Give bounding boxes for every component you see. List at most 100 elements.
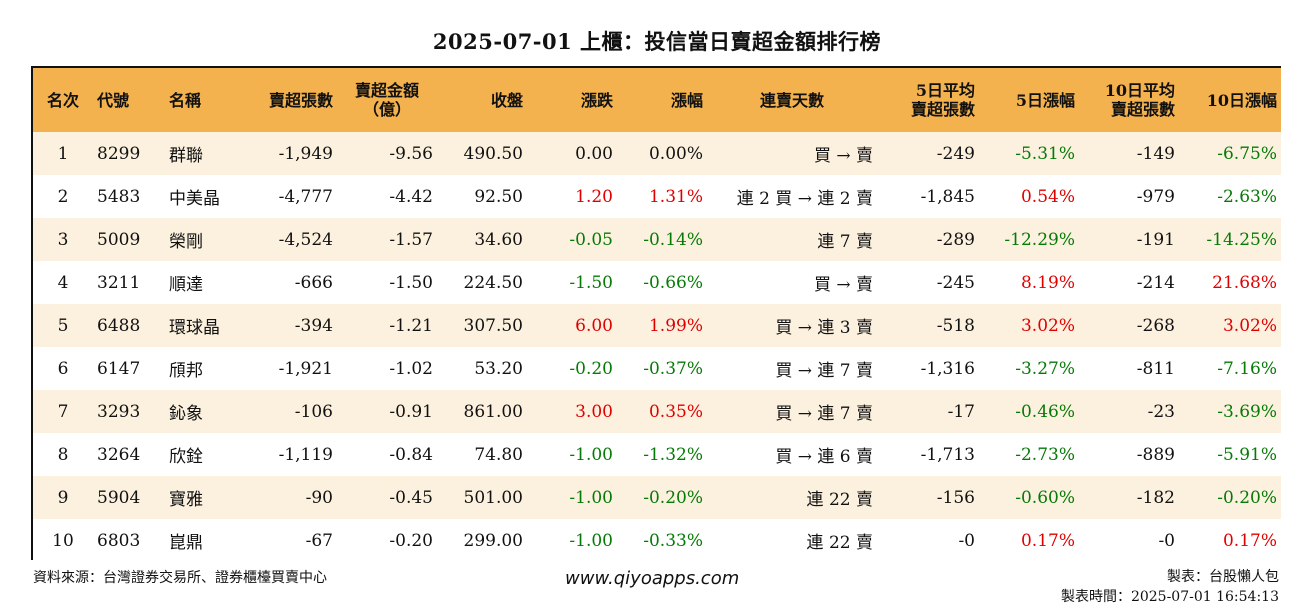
cell-close: 307.50 — [463, 315, 523, 336]
cell-close: 224.50 — [463, 272, 523, 293]
cell-change-pct: -0.14% — [643, 229, 703, 250]
cell-change: -0.05 — [569, 229, 613, 250]
table-row: 7 3293 鈊象 -106 -0.91 861.00 3.00 0.35% 買… — [33, 390, 1281, 433]
table-row: 9 5904 寶雅 -90 -0.45 501.00 -1.00 -0.20% … — [33, 476, 1281, 519]
col-oversell-amount: 賣超金額 （億） — [337, 68, 437, 132]
cell-code: 8299 — [97, 143, 141, 164]
cell-pct5: -5.31% — [1015, 143, 1075, 164]
cell-rank: 2 — [57, 186, 69, 207]
cell-pct5: 0.54% — [1020, 186, 1075, 207]
cell-avg10: -149 — [1136, 143, 1175, 164]
header-row: 名次 代號 名稱 賣超張數 賣超金額 （億） 收盤 漲跌 漲幅 連賣天數 5日平均… — [33, 68, 1281, 132]
cell-pct10: -5.91% — [1217, 444, 1277, 465]
cell-avg5: -156 — [936, 487, 975, 508]
cell-avg10: -889 — [1136, 444, 1175, 465]
col-oversell-lots: 賣超張數 — [268, 90, 333, 110]
website-link[interactable]: www.qiyoapps.com — [565, 568, 740, 589]
cell-change: -1.50 — [569, 272, 613, 293]
cell-change-pct: -0.33% — [643, 530, 703, 551]
cell-streak: 買 → 賣 — [813, 146, 873, 166]
cell-close: 490.50 — [463, 143, 523, 164]
author: 製表：台股懶人包 — [1167, 569, 1279, 585]
cell-avg5: -1,316 — [920, 358, 975, 379]
cell-rank: 4 — [57, 272, 69, 293]
cell-avg5: -245 — [936, 272, 975, 293]
col-oversell-amount-line1: 賣超金額 — [354, 81, 419, 100]
cell-rank: 5 — [57, 315, 69, 336]
cell-code: 3211 — [97, 272, 141, 293]
cell-change: 0.00 — [575, 143, 613, 164]
col-avg5-line2: 賣超張數 — [910, 100, 975, 119]
page-title: 2025-07-01 上櫃：投信當日賣超金額排行榜 — [432, 29, 882, 54]
cell-lots: -90 — [305, 487, 333, 508]
cell-close: 501.00 — [463, 487, 523, 508]
cell-code: 6488 — [97, 315, 141, 336]
cell-streak: 連 2 買 → 連 2 賣 — [736, 189, 873, 209]
col-pct10: 10日漲幅 — [1206, 90, 1277, 110]
cell-pct10: -7.16% — [1217, 358, 1277, 379]
made-time: 製表時間：2025-07-01 16:54:13 — [1060, 589, 1279, 605]
data-source: 資料來源：台灣證券交易所、證券櫃檯買賣中心 — [33, 570, 327, 586]
cell-pct5: -0.46% — [1015, 401, 1075, 422]
cell-avg5: -1,845 — [920, 186, 975, 207]
cell-lots: -394 — [294, 315, 333, 336]
cell-avg5: -249 — [936, 143, 975, 164]
cell-amount: -9.56 — [389, 143, 433, 164]
cell-pct5: -3.27% — [1015, 358, 1075, 379]
cell-lots: -4,524 — [278, 229, 333, 250]
col-oversell-amount-line2: （億） — [362, 100, 411, 119]
cell-avg10: -811 — [1136, 358, 1175, 379]
cell-code: 6147 — [97, 358, 141, 379]
cell-change-pct: 1.99% — [648, 315, 703, 336]
cell-pct5: 8.19% — [1020, 272, 1075, 293]
table-row: 6 6147 頎邦 -1,921 -1.02 53.20 -0.20 -0.37… — [33, 347, 1281, 390]
cell-change: 1.20 — [575, 186, 613, 207]
cell-change: -1.00 — [569, 487, 613, 508]
cell-rank: 7 — [57, 401, 69, 422]
cell-streak: 買 → 連 3 賣 — [775, 318, 873, 338]
cell-rank: 10 — [52, 530, 74, 551]
col-change-pct: 漲幅 — [670, 90, 703, 110]
cell-amount: -1.21 — [389, 315, 433, 336]
cell-avg10: -182 — [1136, 487, 1175, 508]
cell-change: 3.00 — [575, 401, 613, 422]
cell-amount: -0.45 — [389, 487, 433, 508]
cell-name: 榮剛 — [169, 232, 203, 252]
cell-name: 順達 — [169, 275, 203, 295]
cell-streak: 連 22 賣 — [806, 490, 873, 510]
cell-avg10: -214 — [1136, 272, 1175, 293]
col-rank: 名次 — [46, 90, 79, 110]
cell-name: 頎邦 — [169, 361, 203, 381]
cell-amount: -0.84 — [389, 444, 433, 465]
table-row: 5 6488 環球晶 -394 -1.21 307.50 6.00 1.99% … — [33, 304, 1281, 347]
cell-code: 6803 — [97, 530, 141, 551]
table-row: 2 5483 中美晶 -4,777 -4.42 92.50 1.20 1.31%… — [33, 175, 1281, 218]
table-row: 10 6803 崑鼎 -67 -0.20 299.00 -1.00 -0.33%… — [33, 519, 1281, 562]
col-avg5: 5日平均 賣超張數 — [877, 68, 979, 132]
cell-pct5: 3.02% — [1020, 315, 1075, 336]
cell-avg5: -1,713 — [920, 444, 975, 465]
cell-avg10: -979 — [1136, 186, 1175, 207]
cell-change-pct: -1.32% — [643, 444, 703, 465]
cell-lots: -106 — [294, 401, 333, 422]
cell-change-pct: -0.37% — [643, 358, 703, 379]
col-avg5-line1: 5日平均 — [915, 81, 975, 100]
cell-pct10: 21.68% — [1212, 272, 1277, 293]
cell-pct5: -0.60% — [1015, 487, 1075, 508]
cell-lots: -1,119 — [278, 444, 333, 465]
cell-lots: -67 — [305, 530, 333, 551]
cell-avg5: -518 — [936, 315, 975, 336]
cell-change: 6.00 — [575, 315, 613, 336]
cell-code: 3264 — [97, 444, 141, 465]
cell-close: 92.50 — [474, 186, 523, 207]
cell-streak: 買 → 連 7 賣 — [775, 361, 873, 381]
cell-avg10: -0 — [1158, 530, 1175, 551]
cell-avg5: -289 — [936, 229, 975, 250]
col-close: 收盤 — [490, 90, 523, 110]
cell-avg10: -23 — [1147, 401, 1175, 422]
cell-change-pct: 1.31% — [648, 186, 703, 207]
table-row: 8 3264 欣銓 -1,119 -0.84 74.80 -1.00 -1.32… — [33, 433, 1281, 476]
table-body: 1 8299 群聯 -1,949 -9.56 490.50 0.00 0.00%… — [33, 132, 1281, 562]
cell-change: -1.00 — [569, 530, 613, 551]
cell-change-pct: -0.20% — [643, 487, 703, 508]
